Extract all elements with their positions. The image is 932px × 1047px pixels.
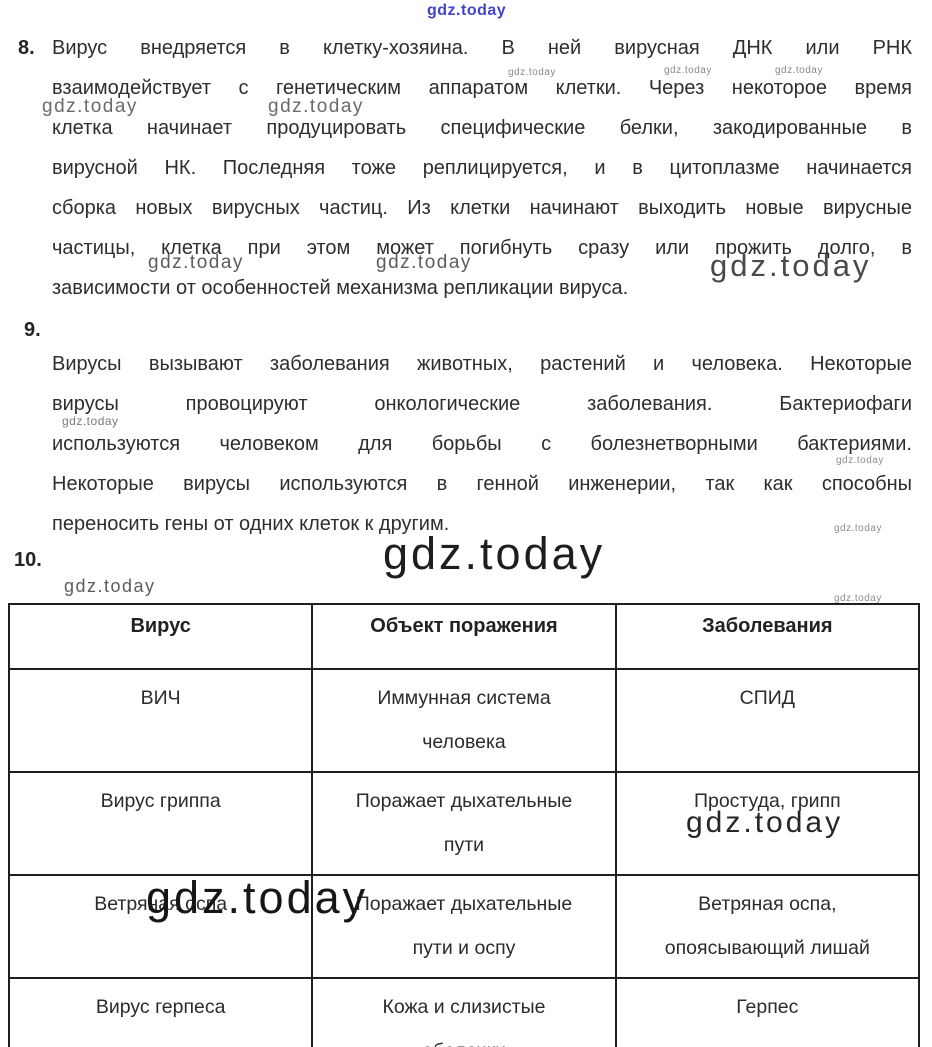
table-cell: ВИЧ (7, 668, 314, 773)
table-row: Ветряная оспа Поражает дыхательные пути и … (7, 874, 921, 979)
table-cell-line: пути (443, 834, 485, 856)
table-cell-line: оболочки (313, 1029, 614, 1047)
gdz-today-watermark: gdz.today (427, 2, 507, 19)
paragraph-line: взаимодействует с генетическим аппаратом… (52, 77, 912, 99)
table-cell: Простуда, грипп (614, 771, 921, 876)
table-cell-line: Ветряная оспа, (698, 893, 837, 915)
table-cell: Кожа и слизистые оболочки (311, 977, 617, 1047)
virus-table-body: ВИЧ Иммунная система человека СПИД Вирус гри… (7, 668, 921, 1047)
column-header-virus: Вирус (7, 603, 314, 670)
paragraph-line: частицы, клетка при этом может погибнуть… (52, 237, 912, 259)
table-cell-line: Поражает дыхательные (355, 893, 573, 915)
table-cell-line: Поражает дыхательные (355, 790, 573, 812)
paragraph-line: вирусы провоцируют онкологические заболе… (52, 393, 912, 415)
section-number-9: 9. (24, 319, 41, 341)
table-cell-line: Вирус герпеса (95, 996, 226, 1018)
table-row: ВИЧ Иммунная система человека СПИД (7, 668, 921, 773)
table-cell-line: Герпес (736, 996, 799, 1018)
table-row: Вирус гриппа Поражает дыхательные пути Прос… (7, 771, 921, 876)
gdz-today-watermark: gdz.today (64, 576, 156, 596)
paragraph-9: Вирусы вызывают заболевания животных, ра… (52, 344, 912, 544)
table-cell-line: Ветряная оспа (94, 893, 228, 915)
table-row: Вирус герпеса Кожа и слизистые оболочки Гер… (7, 977, 921, 1047)
paragraph-line: Вирус внедряется в клетку-хозяина. В ней… (52, 37, 912, 59)
table-cell-line: Вирус гриппа (100, 790, 221, 812)
paragraph-8: Вирус внедряется в клетку-хозяина. В ней… (52, 28, 912, 308)
table-cell-line: Иммунная система (377, 687, 551, 709)
paragraph-line: переносить гены от одних клеток к другим… (52, 513, 450, 535)
table-cell-line: опоясывающий лишай (664, 937, 870, 959)
paragraph-line: сборка новых вирусных частиц. Из клетки … (52, 197, 912, 219)
table-cell-line: пути и оспу (412, 937, 516, 959)
table-cell: Ветряная оспа, опоясывающий лишай (614, 874, 921, 979)
table-header-row: Вирус Объект поражения Заболевания (7, 603, 921, 670)
paragraph-line: клетка начинает продуцировать специфичес… (52, 117, 912, 139)
paragraph-line: зависимости от особенностей механизма ре… (52, 277, 629, 299)
table-cell: Ветряная оспа (7, 874, 314, 979)
table-cell-line: СПИД (739, 687, 795, 709)
table-cell: Иммунная система человека (311, 668, 617, 773)
table-cell: Герпес (614, 977, 921, 1047)
paragraph-line: Вирусы вызывают заболевания животных, ра… (52, 353, 912, 375)
section-number-8: 8. (18, 37, 35, 59)
virus-table-header: Вирус Объект поражения Заболевания (7, 603, 921, 670)
column-header-disease: Заболевания (614, 603, 921, 670)
table-cell: Вирус герпеса (7, 977, 314, 1047)
table-cell-line: человека (422, 731, 506, 753)
section-number-10: 10. (14, 549, 42, 571)
table-cell: СПИД (614, 668, 921, 773)
paragraph-line: Некоторые вирусы используются в генной и… (52, 473, 912, 495)
virus-table: Вирус Объект поражения Заболевания ВИЧ Им… (7, 603, 921, 1047)
table-cell: Поражает дыхательные пути и оспу (311, 874, 617, 979)
table-cell-line: Простуда, грипп (693, 790, 841, 812)
paragraph-line: вирусной НК. Последняя тоже реплицируетс… (52, 157, 912, 179)
table-cell-line: ВИЧ (140, 687, 181, 709)
table-cell: Поражает дыхательные пути (311, 771, 617, 876)
table-cell-line: Кожа и слизистые (382, 996, 546, 1018)
column-header-target: Объект поражения (311, 603, 617, 670)
paragraph-line: используются человеком для борьбы с боле… (52, 433, 912, 455)
table-cell: Вирус гриппа (7, 771, 314, 876)
